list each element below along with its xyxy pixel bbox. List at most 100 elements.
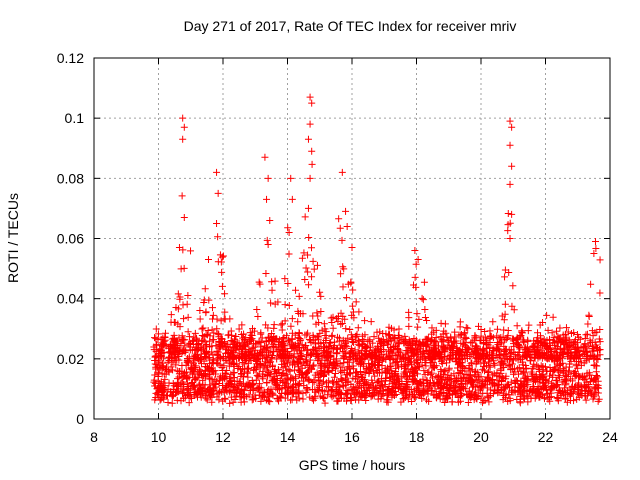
data-point [398,363,406,371]
data-point [188,395,196,403]
data-point [506,235,514,242]
data-point [433,394,441,402]
data-point [221,338,229,346]
data-point [294,307,302,315]
data-point [593,371,601,379]
data-point [305,281,313,289]
data-point [217,258,225,266]
data-point [352,298,360,306]
data-point [209,360,217,368]
data-point [265,337,273,345]
data-point [152,335,160,343]
data-point [366,337,374,345]
data-point [485,374,493,382]
data-point [495,372,503,380]
data-point [235,325,243,333]
data-point [544,349,552,357]
data-point [256,364,264,372]
data-point [458,391,466,399]
data-point [268,353,276,361]
data-point [497,333,505,341]
data-point [255,383,263,391]
data-point [595,335,603,343]
data-point [278,320,286,328]
data-point [268,377,276,385]
data-point [532,392,540,400]
data-point [423,317,431,325]
data-point [208,304,216,312]
data-point [546,339,554,347]
data-point [536,374,544,382]
data-point [556,354,564,362]
data-point [457,358,465,366]
data-point [393,338,401,346]
y-tick-label: 0.04 [57,291,84,307]
data-point [500,316,508,324]
data-point [214,350,222,358]
data-point [521,352,529,360]
data-point [481,367,489,375]
data-point [351,355,359,363]
data-point [262,396,270,404]
data-point [362,369,370,377]
data-point [280,351,288,359]
data-point [568,382,576,390]
data-point [229,353,237,361]
data-point [542,343,550,351]
data-point [541,363,549,371]
data-point [159,341,167,349]
data-point [395,380,403,388]
data-point [534,329,542,337]
data-point [384,340,392,348]
data-point [515,344,523,352]
x-tick-label: 20 [473,429,489,445]
data-point [158,394,166,402]
data-point [367,393,375,401]
data-point [300,249,308,257]
data-point [341,315,349,323]
data-point [288,315,296,323]
data-point [570,329,578,337]
data-points [150,93,604,407]
data-point [292,286,300,294]
data-point [171,335,179,343]
data-point [479,389,487,397]
data-point [203,396,211,404]
data-point [527,394,535,402]
data-point [316,392,324,400]
data-point [489,344,497,352]
data-point [588,327,596,335]
data-point [232,332,240,340]
data-point [328,386,336,394]
data-point [414,355,422,363]
data-point [520,352,528,360]
data-point [356,393,364,401]
data-point [238,381,246,389]
data-point [489,390,497,398]
data-point [428,386,436,394]
data-point [321,362,329,370]
data-point [339,382,347,390]
data-point [315,318,323,326]
data-point [375,358,383,366]
data-point [447,372,455,380]
data-point [158,342,166,350]
data-point [576,354,584,362]
data-point [497,338,505,346]
data-point [253,306,261,314]
data-point [484,369,492,377]
data-point [471,334,479,342]
data-point [556,360,564,368]
data-point [226,377,234,385]
data-point [571,338,579,346]
data-point [259,368,267,376]
data-point [400,370,408,378]
data-point [435,378,443,386]
data-point [518,328,526,336]
data-point [310,265,318,273]
data-point [244,373,252,381]
data-point [353,372,361,380]
data-point [501,273,509,281]
data-point [542,385,550,393]
data-point [327,314,335,322]
